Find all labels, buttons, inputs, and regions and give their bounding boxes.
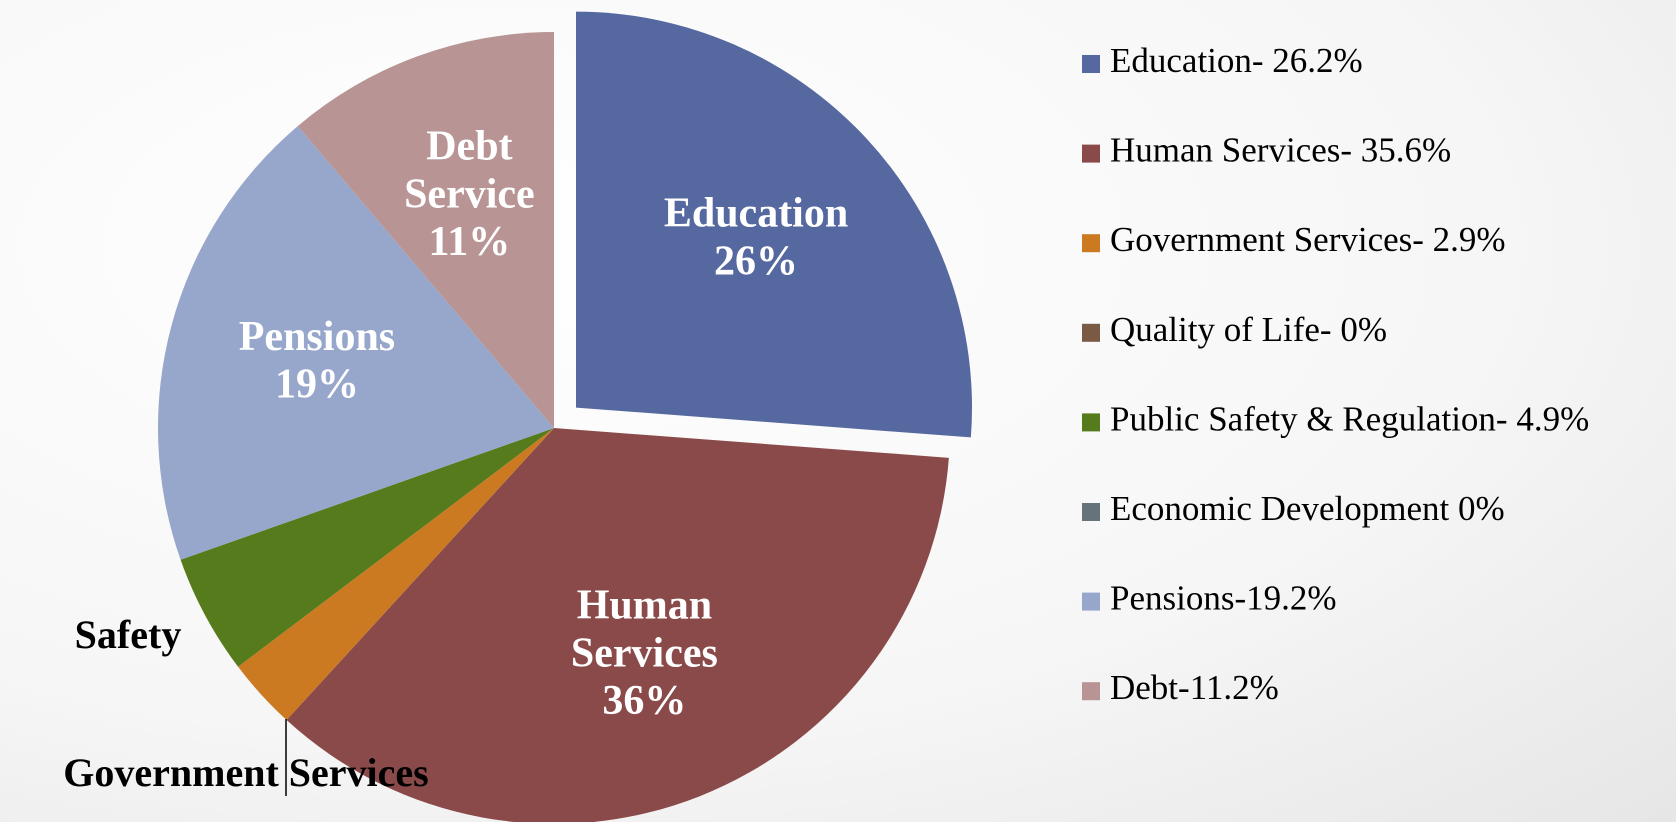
legend-swatch: [1082, 323, 1100, 342]
value-label: 19%: [275, 362, 359, 408]
slice-label: Debt Service: [404, 123, 535, 217]
legend-text: Quality of Life- 0%: [1110, 310, 1387, 349]
legend-text: Human Services- 35.6%: [1110, 131, 1451, 170]
pie-slice: [238, 428, 554, 667]
pie-slice: [286, 428, 949, 822]
pie-slice: [180, 428, 554, 667]
legend-swatch: [1082, 144, 1100, 163]
slice-label: Safety: [75, 612, 182, 657]
slice-label-line: Pensions: [239, 314, 395, 360]
legend-swatch: [1082, 413, 1100, 432]
slice-label-line: Human: [577, 582, 712, 628]
slice-label-line: Services: [571, 630, 718, 676]
value-label: 11%: [429, 219, 511, 265]
legend-swatch: [1082, 592, 1100, 611]
slice-label-line: Education: [664, 190, 848, 236]
pie-slice: [157, 126, 555, 560]
legend-text: Pensions-19.2%: [1110, 579, 1337, 618]
legend-text: Government Services- 2.9%: [1110, 220, 1506, 259]
legend-swatch: [1082, 234, 1100, 253]
pie-slice: [297, 32, 554, 428]
slice-label: Government Services: [63, 750, 428, 795]
value-label: 26%: [714, 238, 798, 284]
legend: Education- 26.2% Human Services- 35.6% Gov…: [1082, 41, 1589, 707]
legend-swatch: [1082, 503, 1100, 521]
slice-label: Education: [664, 190, 848, 236]
value-label: 36%: [602, 678, 686, 724]
pie-slice: [575, 11, 972, 438]
slice-label: Human Services: [571, 582, 718, 676]
slice-label: Pensions: [239, 314, 395, 360]
pie-slice: [238, 428, 554, 721]
legend-text: Debt-11.2%: [1110, 668, 1279, 707]
legend-swatch: [1082, 682, 1100, 701]
slice-label-line: Debt: [426, 123, 512, 169]
legend-swatch: [1082, 55, 1100, 73]
legend-text: Education- 26.2%: [1110, 41, 1363, 80]
legend-text: Public Safety & Regulation- 4.9%: [1110, 399, 1589, 438]
slice-label-line: Service: [404, 171, 535, 217]
pie-slice: [180, 428, 554, 560]
legend-text: Economic Development 0%: [1110, 489, 1505, 528]
